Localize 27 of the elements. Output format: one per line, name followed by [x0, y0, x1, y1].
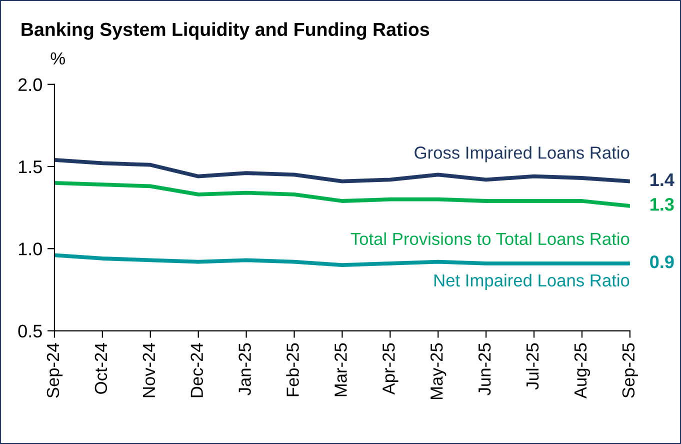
- y-axis-title: %: [50, 52, 65, 65]
- x-tick-label: Apr-25: [382, 343, 398, 395]
- series-label: Net Impaired Loans Ratio: [434, 274, 630, 290]
- x-tick-label: Dec-24: [190, 343, 203, 398]
- x-tick-label: Oct-24: [94, 343, 108, 394]
- y-tick-label: 2.0: [18, 78, 42, 92]
- x-tick-label: Sep-24: [46, 343, 63, 398]
- data-label: 1.3: [650, 198, 674, 211]
- series-label: Total Provisions to Total Loans Ratio: [350, 232, 630, 246]
- line-series: [54, 253, 630, 268]
- series-label: Gross Impaired Loans Ratio: [414, 146, 630, 162]
- y-tick-label: 1.0: [18, 242, 42, 256]
- y-tick-label: 0.5: [18, 324, 42, 338]
- data-label: 1.4: [650, 174, 674, 186]
- x-tick-label: May-25: [430, 343, 446, 400]
- x-tick-label: Aug-25: [574, 343, 590, 399]
- data-label: 0.9: [650, 255, 674, 268]
- x-tick-label: Sep-25: [622, 343, 638, 398]
- chart-title: Banking System Liquidity and Funding Ratios: [22, 22, 430, 40]
- x-tick-label: Jan-25: [238, 343, 251, 396]
- x-tick-label: Jun-25: [478, 343, 491, 396]
- x-tick-label: Mar-25: [334, 343, 347, 396]
- line-series: [54, 180, 630, 208]
- y-tick-label: 1.5: [18, 160, 42, 174]
- x-tick-label: Nov-24: [142, 343, 156, 398]
- x-tick-label: Jul-25: [526, 343, 539, 390]
- x-tick-label: Feb-25: [286, 343, 299, 396]
